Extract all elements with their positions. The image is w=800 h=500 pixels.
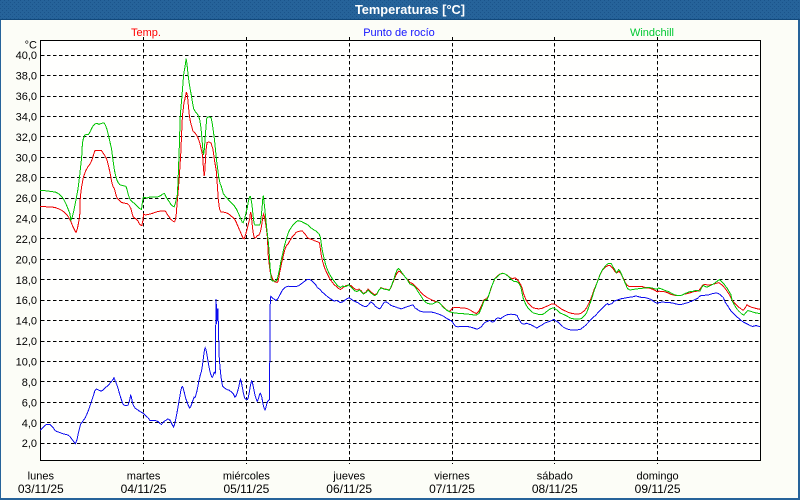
svg-text:14,0: 14,0: [16, 316, 37, 328]
svg-text:40,0: 40,0: [16, 50, 37, 62]
svg-text:04/11/25: 04/11/25: [121, 482, 167, 496]
svg-text:30,0: 30,0: [16, 152, 37, 164]
svg-text:16,0: 16,0: [16, 295, 37, 307]
svg-text:05/11/25: 05/11/25: [223, 482, 269, 496]
svg-text:2,0: 2,0: [22, 438, 37, 450]
svg-text:07/11/25: 07/11/25: [429, 482, 475, 496]
svg-text:lunes: lunes: [28, 471, 55, 483]
svg-text:jueves: jueves: [332, 471, 365, 483]
svg-text:Windchill: Windchill: [630, 27, 674, 39]
svg-text:28,0: 28,0: [16, 173, 37, 185]
svg-text:32,0: 32,0: [16, 132, 37, 144]
svg-text:Temp.: Temp.: [131, 27, 161, 39]
svg-text:6,0: 6,0: [22, 397, 37, 409]
svg-text:sábado: sábado: [537, 471, 573, 483]
svg-text:38,0: 38,0: [16, 71, 37, 83]
svg-text:Temperaturas [°C]: Temperaturas [°C]: [355, 2, 465, 17]
svg-text:36,0: 36,0: [16, 91, 37, 103]
svg-text:10,0: 10,0: [16, 357, 37, 369]
svg-text:22,0: 22,0: [16, 234, 37, 246]
svg-text:03/11/25: 03/11/25: [18, 482, 64, 496]
svg-text:20,0: 20,0: [16, 254, 37, 266]
svg-text:°C: °C: [25, 40, 37, 52]
svg-text:26,0: 26,0: [16, 193, 37, 205]
svg-text:martes: martes: [127, 471, 161, 483]
svg-text:miércoles: miércoles: [223, 471, 271, 483]
svg-text:34,0: 34,0: [16, 112, 37, 124]
svg-text:4,0: 4,0: [22, 418, 37, 430]
svg-text:08/11/25: 08/11/25: [532, 482, 578, 496]
svg-text:domingo: domingo: [636, 471, 678, 483]
svg-text:06/11/25: 06/11/25: [326, 482, 372, 496]
svg-text:Punto de rocío: Punto de rocío: [363, 27, 435, 39]
svg-text:09/11/25: 09/11/25: [635, 482, 681, 496]
svg-text:12,0: 12,0: [16, 336, 37, 348]
svg-text:viernes: viernes: [434, 471, 470, 483]
svg-text:8,0: 8,0: [22, 377, 37, 389]
svg-text:24,0: 24,0: [16, 214, 37, 226]
svg-text:18,0: 18,0: [16, 275, 37, 287]
